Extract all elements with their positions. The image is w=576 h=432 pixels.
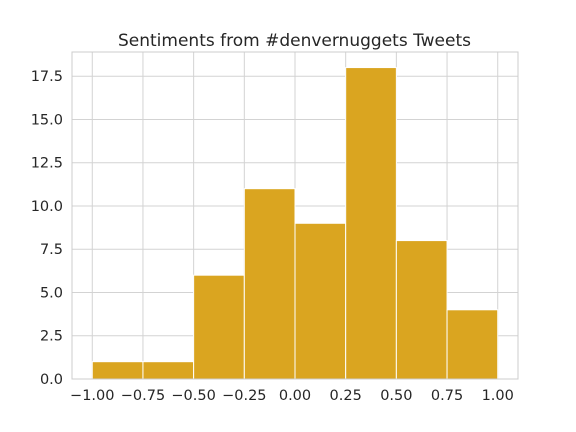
histogram-bar bbox=[143, 362, 194, 379]
y-tick-label: 7.5 bbox=[40, 242, 63, 258]
x-tick-label: −1.00 bbox=[70, 388, 114, 404]
y-tick-label: 12.5 bbox=[31, 156, 63, 172]
histogram-bar bbox=[447, 310, 498, 379]
x-tick-label: −0.50 bbox=[171, 388, 215, 404]
chart-title: Sentiments from #denvernuggets Tweets bbox=[118, 31, 471, 51]
histogram-bar bbox=[295, 223, 346, 379]
y-tick-label: 17.5 bbox=[31, 69, 63, 85]
x-tick-label: 0.50 bbox=[380, 388, 412, 404]
x-axis-ticks: −1.00 −0.75 −0.50 −0.25 0.00 0.25 0.50 0.75 1.00 bbox=[70, 388, 514, 404]
y-tick-label: 10.0 bbox=[31, 199, 63, 215]
y-tick-label: 5.0 bbox=[40, 285, 63, 301]
x-tick-label: 0.25 bbox=[330, 388, 362, 404]
histogram-bar bbox=[194, 275, 245, 379]
x-tick-label: 0.75 bbox=[431, 388, 463, 404]
x-tick-label: −0.25 bbox=[222, 388, 266, 404]
x-tick-label: 0.00 bbox=[279, 388, 311, 404]
y-tick-label: 15.0 bbox=[31, 112, 63, 128]
histogram-bar bbox=[346, 68, 397, 379]
y-axis-ticks: 0.0 2.5 5.0 7.5 10.0 12.5 15.0 17.5 bbox=[31, 69, 63, 388]
histogram-bar bbox=[92, 362, 143, 379]
histogram-bar bbox=[396, 241, 447, 379]
histogram-bar bbox=[244, 189, 295, 379]
x-tick-label: 1.00 bbox=[482, 388, 514, 404]
y-tick-label: 2.5 bbox=[40, 329, 63, 345]
y-tick-label: 0.0 bbox=[40, 372, 63, 388]
x-tick-label: −0.75 bbox=[121, 388, 165, 404]
